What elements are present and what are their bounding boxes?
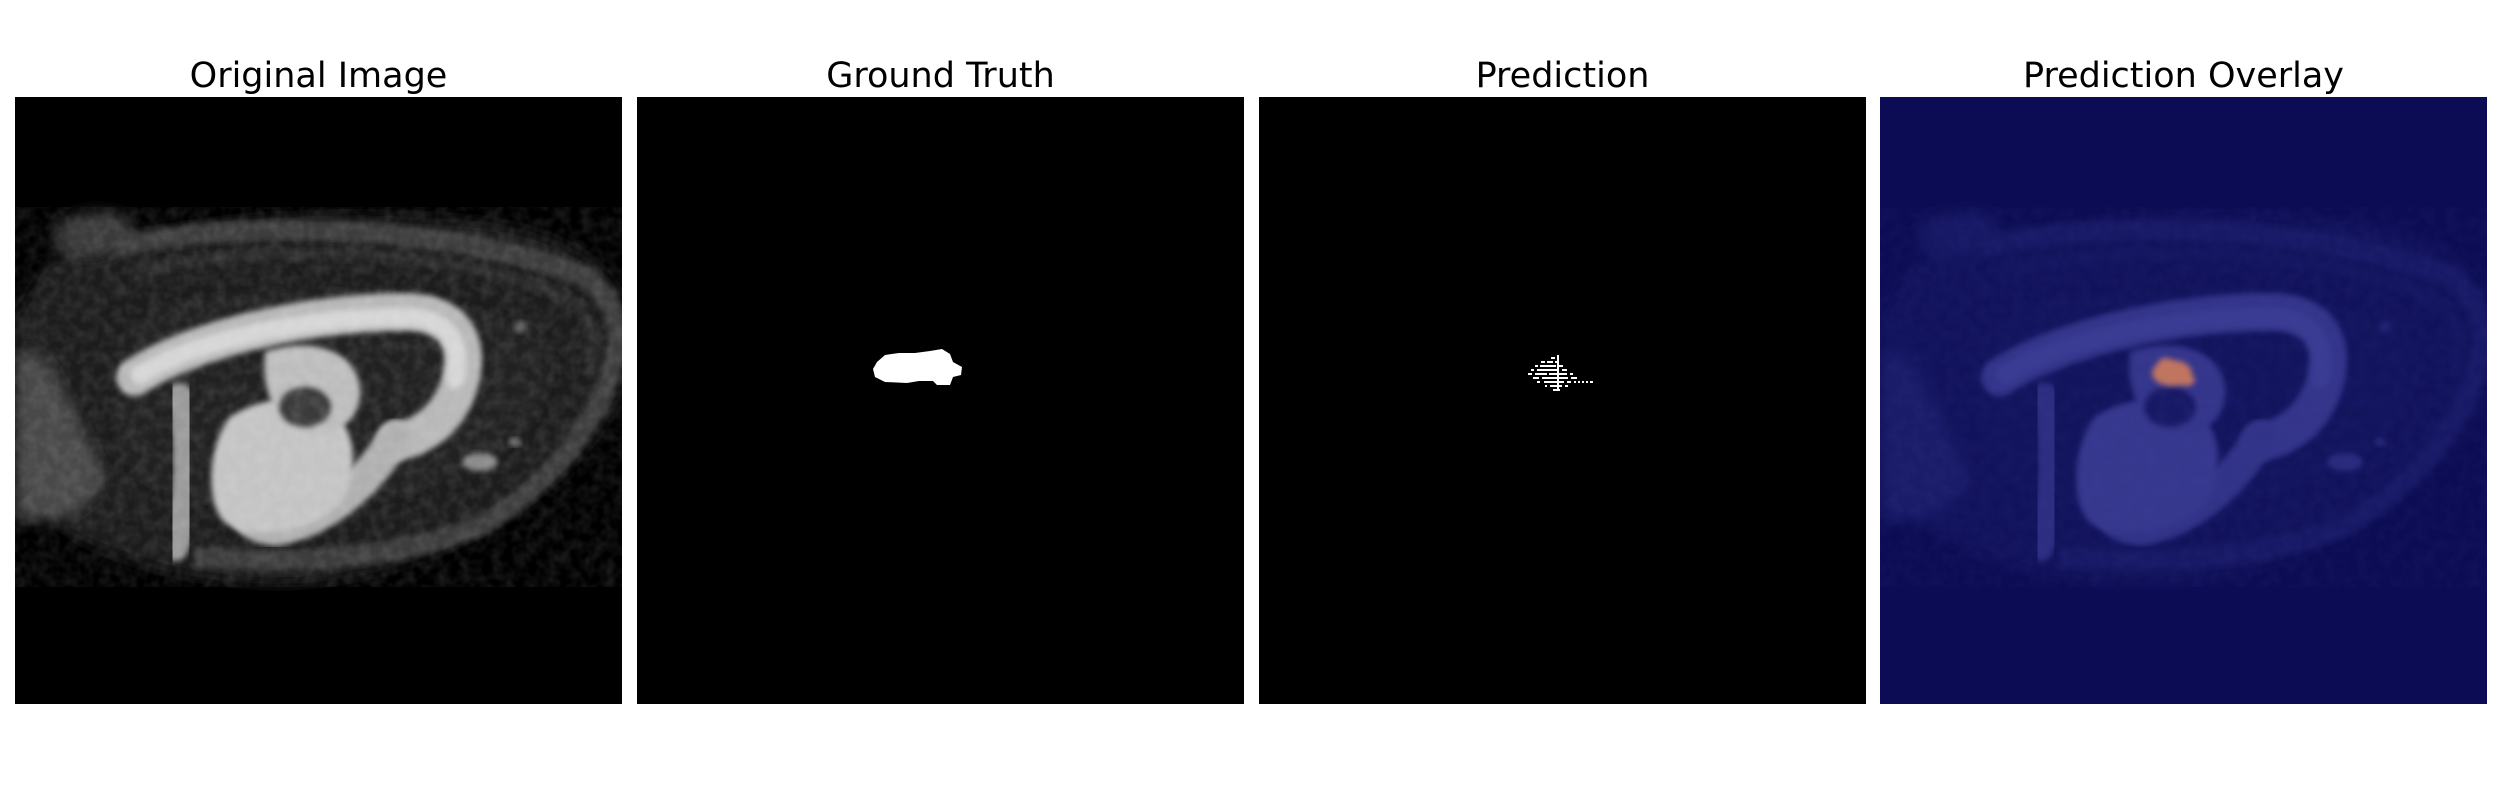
prediction-overlay-image xyxy=(1880,97,2487,704)
ground-truth-mask xyxy=(637,97,1244,704)
prediction-overlay-region xyxy=(2152,358,2195,386)
panel-title: Prediction Overlay xyxy=(2022,56,2345,96)
ground-truth-region xyxy=(873,349,962,385)
panel-title: Original Image xyxy=(189,56,448,96)
panel-prediction: Prediction xyxy=(1259,0,1866,800)
prediction-region xyxy=(1528,355,1593,391)
prediction-mask xyxy=(1259,97,1866,704)
panel-original-image: Original Image xyxy=(15,0,622,800)
panel-title: Ground Truth xyxy=(826,56,1055,96)
panel-prediction-overlay: Prediction Overlay xyxy=(1880,0,2487,800)
panel-title: Prediction xyxy=(1475,56,1650,96)
original-mri-image xyxy=(15,97,622,704)
panel-ground-truth: Ground Truth xyxy=(637,0,1244,800)
